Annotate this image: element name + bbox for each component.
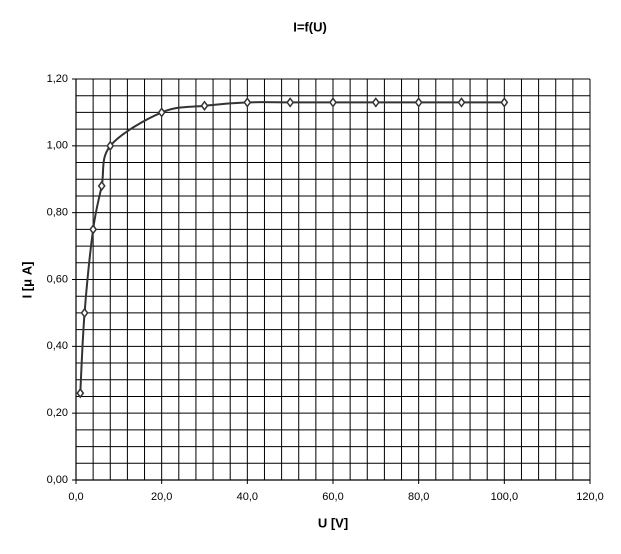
y-axis-title: I [μ A] bbox=[19, 262, 34, 299]
y-tick-label: 0,00 bbox=[47, 474, 68, 486]
y-tick-label: 0,80 bbox=[47, 207, 68, 219]
data-point bbox=[286, 97, 295, 108]
x-tick-label: 40,0 bbox=[237, 491, 258, 503]
y-tick-label: 0,40 bbox=[47, 340, 68, 352]
data-point bbox=[157, 107, 166, 118]
data-point bbox=[371, 97, 380, 108]
x-axis-title: U [V] bbox=[318, 515, 348, 530]
x-tick-label: 60,0 bbox=[322, 491, 343, 503]
chart-title: I=f(U) bbox=[293, 19, 327, 34]
y-tick-label: 1,00 bbox=[47, 140, 68, 152]
y-tick-label: 1,20 bbox=[47, 73, 68, 85]
data-point bbox=[414, 97, 423, 108]
data-point bbox=[89, 224, 98, 235]
x-tick-label: 80,0 bbox=[408, 491, 429, 503]
data-point bbox=[457, 97, 466, 108]
data-point bbox=[500, 97, 509, 108]
y-tick-label: 0,20 bbox=[47, 407, 68, 419]
data-point bbox=[106, 140, 115, 152]
data-point bbox=[243, 97, 252, 108]
data-point bbox=[200, 100, 209, 111]
data-point bbox=[76, 387, 85, 399]
x-tick-label: 100,0 bbox=[491, 491, 519, 503]
data-point bbox=[80, 307, 89, 319]
data-point bbox=[329, 97, 337, 108]
data-point bbox=[97, 180, 106, 192]
x-tick-label: 120,0 bbox=[576, 491, 604, 503]
x-tick-label: 0,0 bbox=[68, 491, 83, 503]
x-tick-label: 20,0 bbox=[151, 491, 172, 503]
y-tick-label: 0,60 bbox=[47, 273, 68, 285]
